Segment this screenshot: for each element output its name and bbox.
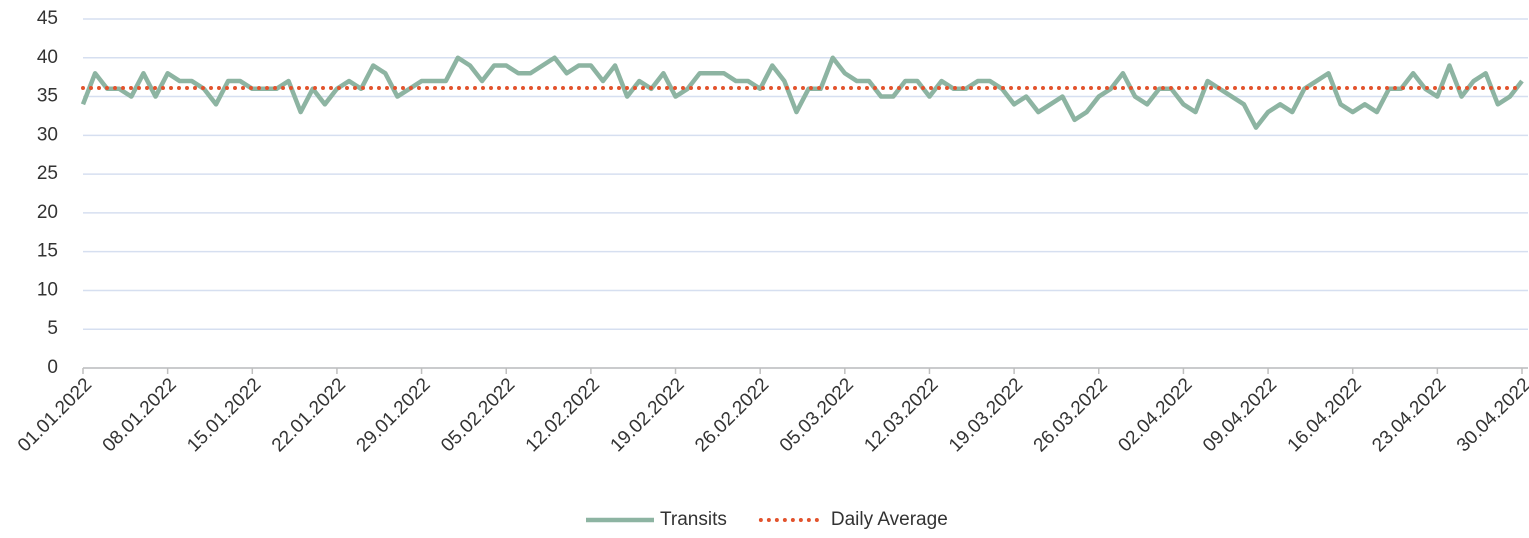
y-tick-label: 30 <box>37 124 58 145</box>
x-tick-label: 23.04.2022 <box>1368 374 1450 456</box>
x-tick-label: 08.01.2022 <box>99 374 181 456</box>
x-tick-label: 29.01.2022 <box>353 374 435 456</box>
x-tick-label: 09.04.2022 <box>1199 374 1281 456</box>
y-tick-label: 10 <box>37 279 58 300</box>
x-tick-label: 16.04.2022 <box>1284 374 1366 456</box>
y-tick-label: 35 <box>37 86 58 107</box>
x-tick-label: 26.02.2022 <box>691 374 773 456</box>
x-tick-label: 02.04.2022 <box>1114 374 1196 456</box>
y-tick-label: 25 <box>37 163 58 184</box>
x-tick-label: 12.03.2022 <box>860 374 942 456</box>
x-tick-label: 22.01.2022 <box>268 374 350 456</box>
x-tick-label: 26.03.2022 <box>1030 374 1112 456</box>
x-tick-label: 12.02.2022 <box>522 374 604 456</box>
x-tick-label: 05.03.2022 <box>776 374 858 456</box>
y-tick-label: 5 <box>47 318 58 339</box>
x-tick-label: 19.03.2022 <box>945 374 1027 456</box>
x-tick-label: 01.01.2022 <box>14 374 96 456</box>
y-tick-label: 15 <box>37 241 58 262</box>
y-tick-label: 45 <box>37 8 58 29</box>
x-tick-label: 19.02.2022 <box>607 374 689 456</box>
y-tick-label: 40 <box>37 47 58 68</box>
x-tick-label: 05.02.2022 <box>437 374 519 456</box>
x-tick-label: 30.04.2022 <box>1453 374 1529 456</box>
y-tick-label: 20 <box>37 202 58 223</box>
legend-label: Transits <box>660 509 727 530</box>
x-tick-label: 15.01.2022 <box>183 374 265 456</box>
legend-label: Daily Average <box>831 509 948 530</box>
series-line <box>80 55 1524 130</box>
y-tick-label: 0 <box>47 357 58 378</box>
